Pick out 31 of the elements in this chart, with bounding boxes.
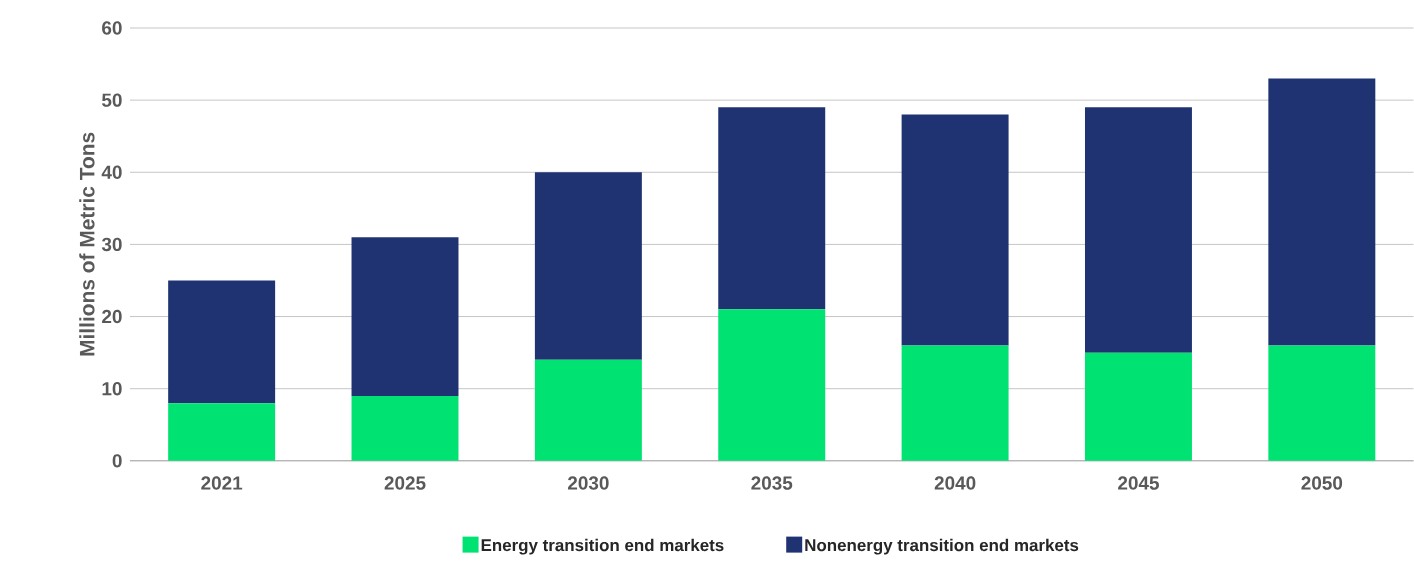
y-tick-label: 50 bbox=[101, 93, 122, 107]
x-tick-label: 2025 bbox=[384, 476, 426, 490]
bar bbox=[168, 403, 276, 461]
x-tick-label: 2030 bbox=[567, 476, 609, 490]
y-tick-label: 0 bbox=[112, 454, 122, 468]
bar bbox=[718, 107, 826, 310]
y-tick-label: 30 bbox=[101, 237, 122, 252]
bar bbox=[1268, 345, 1376, 461]
x-tick-label: 2045 bbox=[1118, 476, 1159, 490]
x-tick-label: 2035 bbox=[751, 476, 793, 490]
bar bbox=[901, 114, 1009, 346]
bar bbox=[901, 345, 1009, 461]
bar bbox=[534, 359, 642, 461]
y-tick-label: 40 bbox=[101, 165, 122, 180]
legend-label: Nonenergy transition end markets bbox=[805, 538, 1079, 555]
legend-label: Energy transition end markets bbox=[481, 538, 724, 555]
bar bbox=[1084, 107, 1192, 353]
x-tick-label: 2050 bbox=[1301, 476, 1343, 490]
bar bbox=[534, 172, 642, 360]
bar bbox=[351, 237, 459, 397]
y-tick-label: 10 bbox=[102, 382, 122, 396]
bar bbox=[168, 280, 276, 404]
y-axis-title: Millions of Metric Tons bbox=[79, 132, 95, 356]
x-tick-label: 2040 bbox=[934, 476, 976, 490]
bar bbox=[1268, 78, 1376, 346]
bar bbox=[1084, 352, 1192, 461]
bar bbox=[718, 309, 826, 461]
y-tick-label: 20 bbox=[102, 309, 122, 324]
bar bbox=[351, 396, 459, 461]
x-tick-label: 2021 bbox=[201, 476, 243, 490]
y-tick-label: 60 bbox=[102, 21, 122, 35]
